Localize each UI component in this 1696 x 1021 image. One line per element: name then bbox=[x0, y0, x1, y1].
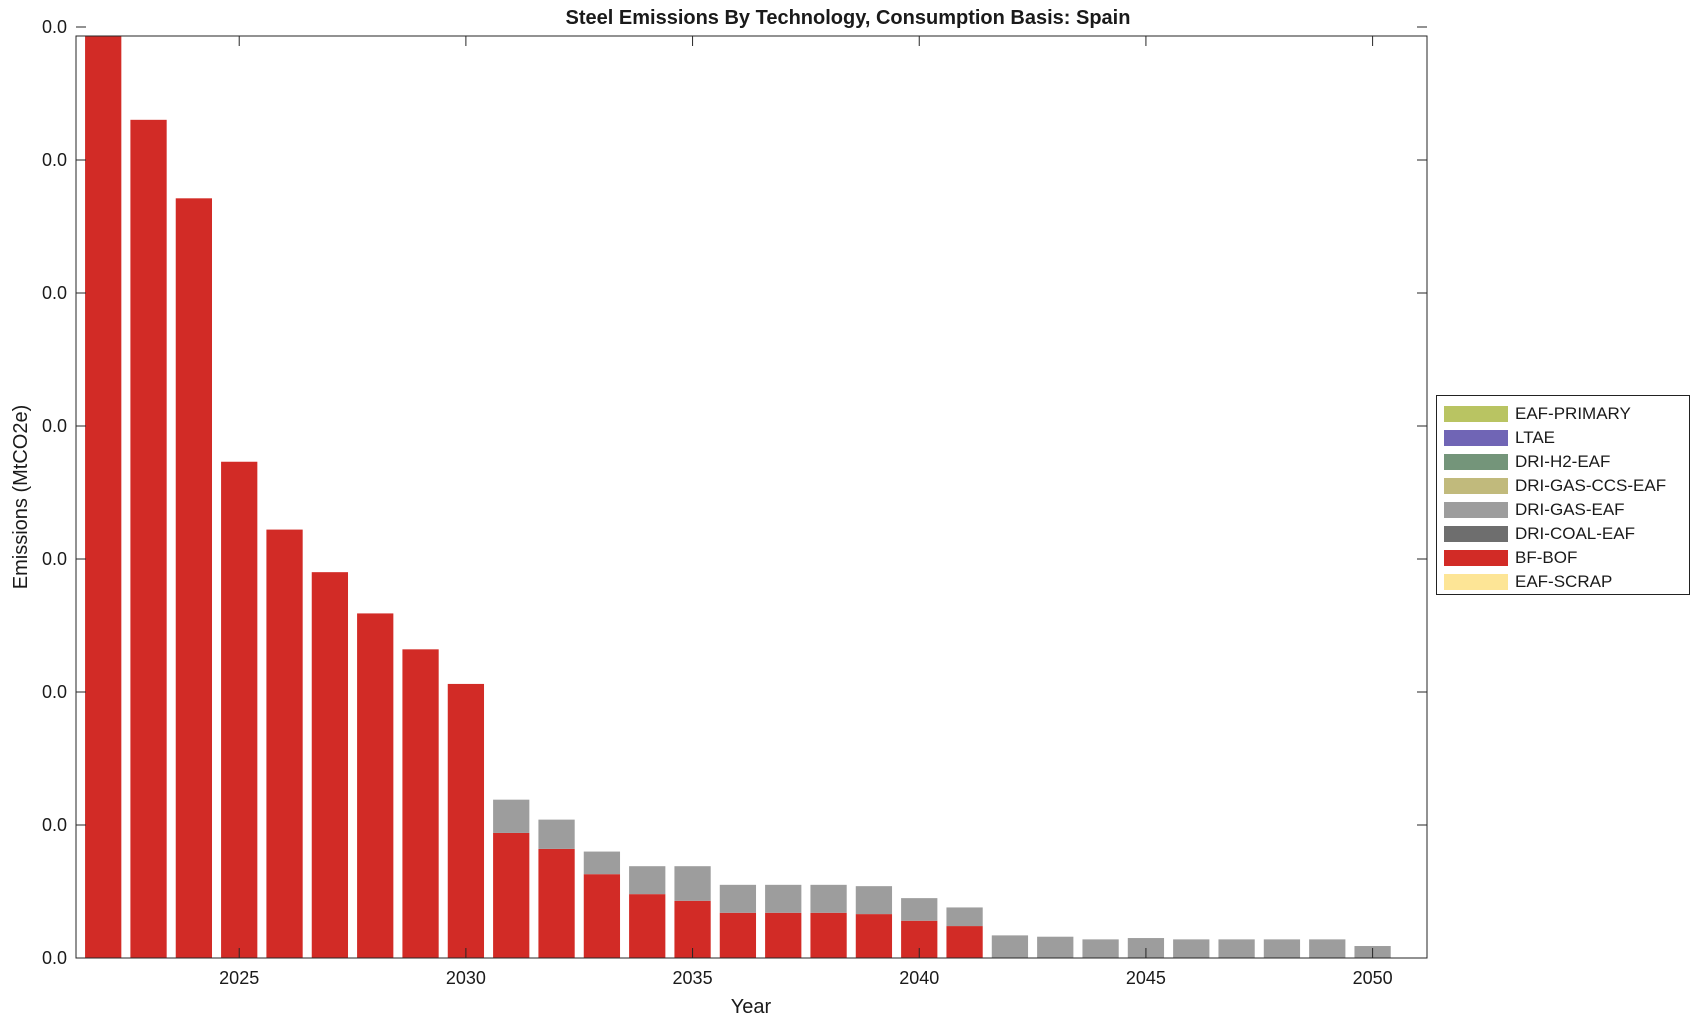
bar-bf-bof-2034 bbox=[629, 894, 666, 958]
bar-dri-gas-eaf-2043 bbox=[1037, 936, 1074, 958]
bar-dri-gas-eaf-2047 bbox=[1218, 939, 1255, 958]
legend-item-bf-bof: BF-BOF bbox=[1437, 546, 1689, 570]
bar-bf-bof-2036 bbox=[719, 912, 757, 958]
legend-item-ltae: LTAE bbox=[1437, 426, 1689, 450]
bar-bf-bof-2030 bbox=[447, 683, 485, 958]
x-axis-label: Year bbox=[731, 996, 772, 1018]
x-tick-label-2030: 2030 bbox=[446, 968, 486, 988]
y-axis-label: Emissions (MtCO2e) bbox=[10, 405, 32, 589]
x-tick-label-2040: 2040 bbox=[899, 968, 939, 988]
legend-label: EAF-SCRAP bbox=[1515, 572, 1613, 591]
legend-item-dri-gas-eaf: DRI-GAS-EAF bbox=[1437, 498, 1689, 522]
bar-bf-bof-2022 bbox=[85, 36, 122, 958]
bar-bf-bof-2024 bbox=[175, 198, 213, 958]
y-tick-label-3: 0.0 bbox=[42, 549, 67, 569]
legend-swatch bbox=[1444, 550, 1508, 566]
bar-dri-gas-eaf-2040 bbox=[901, 898, 938, 921]
legend-label: BF-BOF bbox=[1515, 548, 1578, 567]
bar-dri-gas-eaf-2048 bbox=[1263, 939, 1301, 958]
bar-dri-gas-eaf-2036 bbox=[719, 884, 757, 913]
legend-swatch bbox=[1444, 574, 1508, 590]
x-tick-label-2045: 2045 bbox=[1126, 968, 1166, 988]
x-tick-label-2025: 2025 bbox=[219, 968, 259, 988]
legend-label: EAF-PRIMARY bbox=[1515, 404, 1631, 423]
x-tick-label-2050: 2050 bbox=[1353, 968, 1393, 988]
bar-bf-bof-2039 bbox=[855, 914, 893, 958]
bar-bf-bof-2028 bbox=[357, 613, 394, 958]
y-tick-label-2: 0.0 bbox=[42, 682, 67, 702]
y-tick-label-4: 0.0 bbox=[42, 416, 67, 436]
legend-label: DRI-GAS-EAF bbox=[1515, 500, 1625, 519]
bar-dri-gas-eaf-2046 bbox=[1173, 939, 1210, 958]
bars-group bbox=[85, 36, 1391, 959]
legend-swatch bbox=[1444, 406, 1508, 422]
bar-dri-gas-eaf-2035 bbox=[674, 866, 711, 901]
legend: EAF-PRIMARY LTAE DRI-H2-EAF DRI-GAS-CCS-EAF… bbox=[1436, 395, 1690, 595]
bar-bf-bof-2033 bbox=[583, 874, 621, 958]
y-tick-label-5: 0.0 bbox=[42, 283, 67, 303]
bar-bf-bof-2027 bbox=[311, 572, 349, 958]
legend-label: DRI-COAL-EAF bbox=[1515, 524, 1635, 543]
plot-area-border bbox=[75, 35, 1428, 959]
bar-dri-gas-eaf-2041 bbox=[946, 907, 983, 927]
bar-bf-bof-2038 bbox=[810, 912, 847, 958]
bar-dri-gas-eaf-2037 bbox=[765, 884, 802, 913]
chart-title: Steel Emissions By Technology, Consumpti… bbox=[565, 7, 1131, 29]
bar-bf-bof-2025 bbox=[221, 461, 258, 958]
bar-dri-gas-eaf-2032 bbox=[538, 819, 575, 849]
bar-dri-gas-eaf-2031 bbox=[493, 799, 530, 833]
bar-dri-gas-eaf-2049 bbox=[1309, 939, 1346, 958]
legend-swatch bbox=[1444, 454, 1508, 470]
legend-item-dri-coal-eaf: DRI-COAL-EAF bbox=[1437, 522, 1689, 546]
bar-bf-bof-2037 bbox=[765, 912, 802, 958]
bar-bf-bof-2041 bbox=[946, 926, 983, 958]
bar-dri-gas-eaf-2042 bbox=[991, 935, 1029, 958]
bar-bf-bof-2026 bbox=[266, 529, 303, 958]
bar-dri-gas-eaf-2034 bbox=[629, 866, 666, 895]
bar-dri-gas-eaf-2038 bbox=[810, 884, 847, 913]
bar-bf-bof-2029 bbox=[402, 649, 439, 958]
legend-label: DRI-GAS-CCS-EAF bbox=[1515, 476, 1667, 495]
y-tick-label-7: 0.0 bbox=[42, 17, 67, 37]
x-tick-label-2035: 2035 bbox=[673, 968, 713, 988]
bar-dri-gas-eaf-2033 bbox=[583, 851, 621, 875]
legend-swatch bbox=[1444, 478, 1508, 494]
legend-swatch bbox=[1444, 502, 1508, 518]
y-tick-label-1: 0.0 bbox=[42, 815, 67, 835]
legend-item-eaf-primary: EAF-PRIMARY bbox=[1437, 402, 1689, 426]
legend-label: DRI-H2-EAF bbox=[1515, 452, 1611, 471]
legend-item-eaf-scrap: EAF-SCRAP bbox=[1437, 570, 1689, 594]
ticks-group: 2025 2030 2035 2040 2045 2050 0.0 0.0 0.0 0.0 0.0 0… bbox=[42, 17, 1427, 988]
bar-dri-gas-eaf-2039 bbox=[855, 886, 893, 915]
legend-swatch bbox=[1444, 526, 1508, 542]
bar-bf-bof-2023 bbox=[130, 119, 167, 959]
bar-bf-bof-2032 bbox=[538, 848, 575, 958]
y-tick-label-0: 0.0 bbox=[42, 948, 67, 968]
bar-dri-gas-eaf-2044 bbox=[1082, 939, 1119, 958]
legend-swatch bbox=[1444, 430, 1508, 446]
legend-item-dri-h2-eaf: DRI-H2-EAF bbox=[1437, 450, 1689, 474]
legend-label: LTAE bbox=[1515, 428, 1555, 447]
y-tick-label-6: 0.0 bbox=[42, 150, 67, 170]
bar-bf-bof-2031 bbox=[493, 832, 530, 958]
legend-item-dri-gas-ccs-eaf: DRI-GAS-CCS-EAF bbox=[1437, 474, 1689, 498]
